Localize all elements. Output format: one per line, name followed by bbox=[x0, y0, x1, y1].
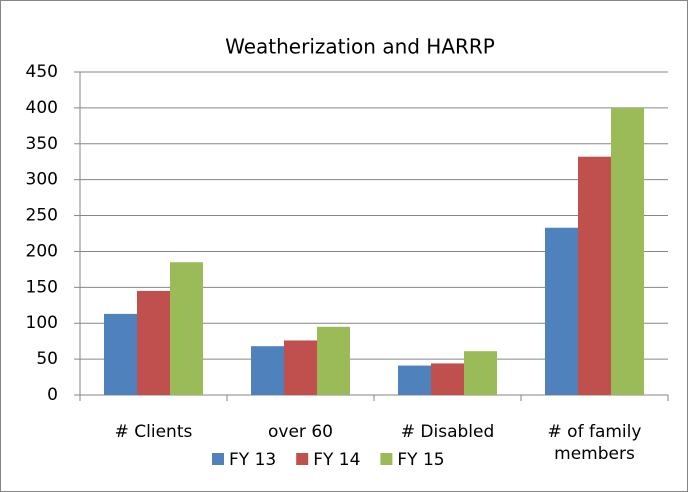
y-tick-label: 350 bbox=[26, 134, 58, 154]
legend-label: FY 15 bbox=[397, 450, 444, 470]
x-tick-label: # of family members bbox=[547, 422, 642, 464]
y-tick-label: 450 bbox=[26, 62, 58, 82]
bar bbox=[611, 107, 644, 395]
bar bbox=[170, 262, 203, 395]
bar bbox=[317, 326, 350, 395]
x-tick-label: # Clients bbox=[114, 422, 193, 442]
bar bbox=[545, 227, 578, 395]
bar bbox=[398, 365, 431, 395]
bar bbox=[578, 156, 611, 395]
bar bbox=[284, 340, 317, 395]
y-tick-label: 100 bbox=[26, 313, 58, 333]
legend-swatch bbox=[212, 453, 224, 465]
y-tick-label: 200 bbox=[26, 241, 58, 261]
bar bbox=[464, 351, 497, 395]
y-tick-label: 300 bbox=[26, 170, 58, 190]
y-tick-label: 400 bbox=[26, 98, 58, 118]
chart-title: Weatherization and HARRP bbox=[225, 35, 495, 59]
legend-label: FY 14 bbox=[313, 450, 360, 470]
legend-label: FY 13 bbox=[229, 450, 276, 470]
y-tick-label: 150 bbox=[26, 277, 58, 297]
y-tick-label: 0 bbox=[47, 385, 58, 405]
x-tick-label: over 60 bbox=[268, 422, 333, 442]
bar bbox=[104, 313, 137, 395]
legend-swatch bbox=[380, 453, 393, 465]
y-tick-label: 50 bbox=[36, 349, 58, 369]
x-tick-label: # Disabled bbox=[400, 422, 495, 442]
bar bbox=[251, 346, 284, 395]
y-tick-label: 250 bbox=[26, 206, 58, 226]
bar bbox=[431, 363, 464, 395]
legend-swatch bbox=[296, 453, 309, 465]
bar bbox=[137, 290, 170, 395]
